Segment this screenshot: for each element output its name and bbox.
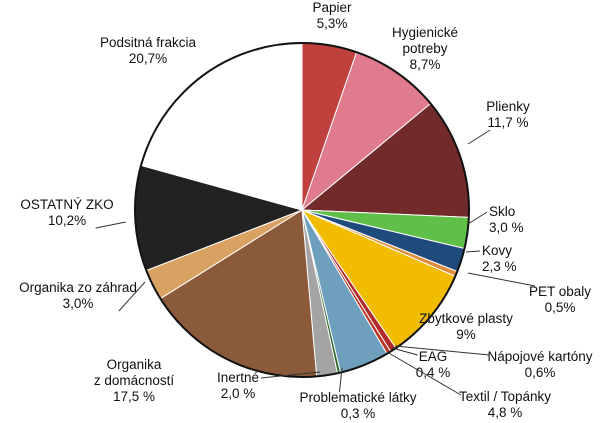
pie-slices — [134, 42, 470, 378]
label-line: 17,5 % — [113, 389, 155, 404]
label-line: Podsitná frakcia — [100, 35, 197, 50]
label-line: Organika zo záhrad — [19, 280, 137, 295]
label-line: Zbytkové plasty — [419, 311, 513, 326]
leader-textil-topanky — [386, 351, 462, 396]
label-line: Problematické látky — [299, 390, 416, 405]
label-plienky: Plienky 11,7 % — [486, 99, 530, 130]
leader-pet-obaly — [467, 272, 536, 287]
label-problematicke-latky: Problematické látky 0,3 % — [299, 390, 416, 421]
leader-eag — [391, 347, 418, 356]
label-line: Sklo — [489, 204, 515, 219]
label-papier: Papier 5,3% — [312, 0, 352, 31]
leader-problematicke-latky — [339, 367, 343, 393]
label-line: OSTATNÝ ZKO — [20, 197, 113, 212]
label-line: Organika — [107, 357, 162, 372]
label-line: Nápojové kartóny — [487, 349, 592, 364]
label-line: 9% — [456, 327, 476, 342]
label-line: Papier — [312, 0, 352, 15]
label-line: Plienky — [486, 99, 530, 114]
leader-inertne — [260, 371, 321, 379]
label-line: 11,7 % — [487, 115, 528, 130]
label-sklo: Sklo 3,0 % — [489, 204, 524, 235]
label-line: 8,7% — [410, 57, 441, 72]
label-line: 4,8 % — [488, 405, 523, 420]
label-ostatny-zko: OSTATNÝ ZKO 10,2% — [20, 197, 113, 228]
label-line: Hygienické — [392, 25, 458, 40]
label-line: 2,3 % — [482, 259, 517, 274]
label-line: PET obaly — [529, 284, 591, 299]
label-podsitna-frakcia: Podsitná frakcia 20,7% — [100, 35, 197, 66]
label-inertne: Inertné 2,0 % — [217, 370, 259, 401]
label-organika-z-domacnosti: Organika z domácností 17,5 % — [94, 357, 175, 404]
label-line: 0,6% — [525, 365, 556, 380]
label-kovy: Kovy 2,3 % — [482, 243, 517, 274]
leader-lines — [95, 129, 536, 396]
label-line: Kovy — [482, 243, 512, 258]
label-line: z domácností — [94, 373, 175, 388]
label-zbytkove-plasty: Zbytkové plasty 9% — [419, 311, 513, 342]
slice-labels: Papier 5,3% Hygienické potreby 8,7% Plienky 11… — [19, 0, 593, 421]
label-organika-zo-zahrad: Organika zo záhrad 3,0% — [19, 280, 137, 311]
label-pet-obaly: PET obaly 0,5% — [529, 284, 591, 315]
pie-outline — [134, 42, 470, 378]
label-hygienicke-potreby: Hygienické potreby 8,7% — [392, 25, 458, 72]
leader-napojove-kartony — [394, 345, 490, 356]
leader-organika-zo-zahrad — [118, 281, 146, 312]
label-line: 10,2% — [48, 213, 86, 228]
label-eag: EAG 0,4 % — [416, 349, 451, 380]
label-line: 5,3% — [317, 16, 348, 31]
label-line: Inertné — [217, 370, 259, 385]
label-line: 0,4 % — [416, 365, 451, 380]
label-line: 3,0 % — [489, 220, 524, 235]
label-napojove-kartony: Nápojové kartóny 0,6% — [487, 349, 592, 380]
leader-plienky — [467, 129, 491, 145]
label-line: potreby — [402, 41, 447, 56]
label-line: EAG — [419, 349, 448, 364]
leader-sklo — [467, 211, 488, 225]
leader-kovy — [465, 250, 481, 253]
label-line: Textil / Topánky — [459, 389, 551, 404]
label-line: 3,0% — [63, 296, 94, 311]
label-line: 0,3 % — [341, 406, 376, 421]
label-textil-topanky: Textil / Topánky 4,8 % — [459, 389, 551, 420]
leader-ostatny-zko — [95, 221, 127, 229]
label-line: 20,7% — [129, 51, 167, 66]
label-line: 2,0 % — [221, 386, 256, 401]
label-line: 0,5% — [545, 300, 576, 315]
